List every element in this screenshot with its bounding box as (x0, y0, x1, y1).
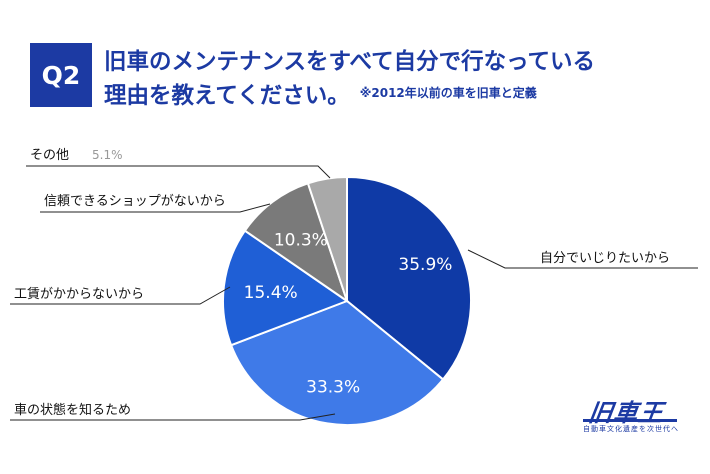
question-badge: Q2 (30, 43, 92, 107)
slice-value-label: 5.1% (92, 148, 123, 162)
leader-line (10, 286, 231, 305)
pie-slice (243, 182, 349, 304)
title-line-2-text: 理由を教えてください。 (104, 83, 350, 109)
slice-category-label: 工賃がかからないから (14, 287, 144, 302)
pie-slice (222, 229, 350, 347)
leader-line (10, 413, 336, 421)
leader-line (467, 249, 698, 269)
slice-value-label: 35.9% (398, 255, 452, 275)
logo-underline (583, 419, 677, 422)
pie-slice (306, 175, 348, 302)
slice-value-label: 15.4% (244, 283, 298, 303)
logo-tagline: 自動車文化遺産を次世代へ (583, 425, 679, 433)
leader-line (40, 203, 271, 213)
slice-category-label: 自分でいじりたいから (540, 251, 670, 266)
slice-value-label: 33.3% (306, 378, 360, 398)
title-line-2: 理由を教えてください。 ※2012年以前の車を旧車と定義 (104, 78, 537, 110)
leader-line (26, 165, 331, 179)
title-line-1: 旧車のメンテナンスをすべて自分で行なっている (104, 49, 595, 75)
definition-note: ※2012年以前の車を旧車と定義 (359, 86, 537, 100)
pie-slice (229, 299, 445, 426)
slice-category-label: その他 (30, 148, 69, 163)
brand-logo: 旧車王 自動車文化遺産を次世代へ (583, 393, 683, 443)
slice-category-label: 車の状態を知るため (14, 402, 131, 418)
slice-value-label: 10.3% (274, 231, 328, 251)
slice-category-label: 信頼できるショップがないから (44, 194, 226, 209)
logo-mark: 旧車王 (586, 399, 666, 427)
pie-slice (346, 175, 472, 381)
